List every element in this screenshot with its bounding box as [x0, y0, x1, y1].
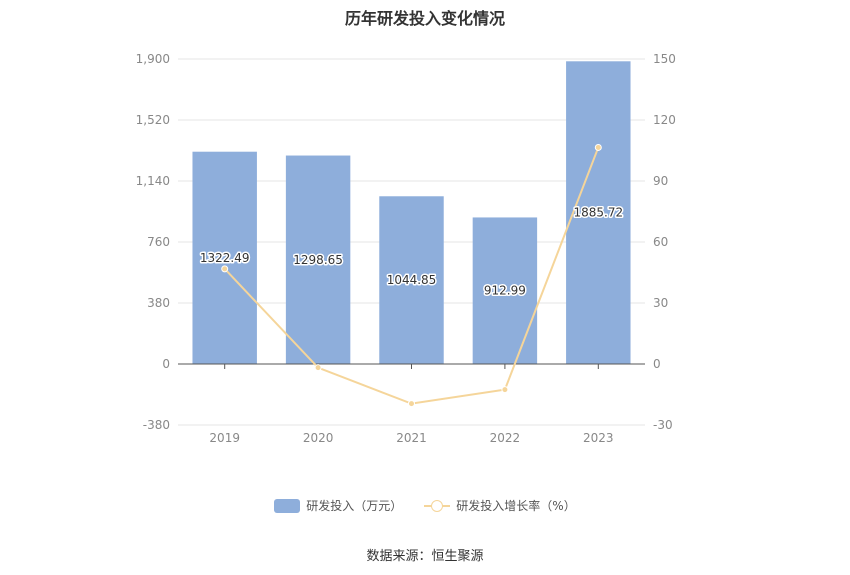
data-source: 数据来源：恒生聚源	[366, 549, 484, 564]
legend-item-line[interactable]: 研发投入增长率（%）	[424, 497, 576, 514]
right-tick-label: 90	[653, 174, 668, 188]
bar-value-label: 912.99	[484, 284, 526, 298]
left-tick-label: -380	[143, 418, 170, 432]
right-tick-label: 120	[653, 113, 676, 127]
right-tick-label: -30	[653, 418, 673, 432]
left-tick-label: 1,900	[136, 52, 170, 66]
legend-item-bar[interactable]: 研发投入（万元）	[274, 497, 402, 514]
line-series	[221, 143, 602, 408]
legend: 研发投入（万元） 研发投入增长率（%）	[0, 497, 850, 514]
growth-point	[501, 386, 509, 394]
x-tick-label: 2021	[396, 431, 427, 445]
legend-bar-label: 研发投入（万元）	[306, 499, 403, 513]
legend-bar-swatch	[274, 498, 301, 513]
right-tick-label: 60	[653, 235, 668, 249]
legend-line-label: 研发投入增长率（%）	[456, 499, 576, 513]
left-tick-label: 380	[147, 296, 170, 310]
data-labels: 1322.49 1298.65 1044.85 912.99 1885.72	[198, 204, 624, 299]
growth-point	[221, 265, 229, 273]
x-tick-label: 2023	[583, 431, 614, 445]
left-tick-label: 760	[147, 235, 170, 249]
bar-value-label: 1298.65	[293, 253, 343, 267]
x-tick-label: 2020	[303, 431, 334, 445]
bar-series	[192, 61, 631, 364]
bar	[566, 61, 631, 364]
x-axis: 2019 2020 2021 2022 2023	[178, 363, 645, 445]
bar-value-label: 1044.85	[387, 273, 437, 287]
left-tick-label: 1,520	[136, 113, 170, 127]
bar	[472, 217, 538, 364]
growth-point	[594, 143, 602, 151]
left-axis-ticks: 1,900 1,520 1,140 760 380 0 -380	[136, 52, 170, 432]
growth-point	[314, 364, 322, 372]
x-tick-label: 2022	[490, 431, 521, 445]
bar	[285, 155, 351, 364]
right-axis-ticks: 150 120 90 60 30 0 -30	[653, 52, 676, 432]
legend-line-swatch	[424, 499, 451, 513]
bar-value-label: 1322.49	[200, 251, 250, 265]
growth-point	[408, 400, 415, 408]
bar	[192, 151, 257, 364]
bar-value-label: 1885.72	[573, 206, 623, 220]
chart-title: 历年研发投入变化情况	[344, 9, 505, 28]
right-tick-label: 30	[653, 296, 668, 310]
right-tick-label: 150	[653, 52, 676, 66]
right-tick-label: 0	[653, 357, 661, 371]
left-tick-label: 1,140	[136, 174, 170, 188]
x-tick-label: 2019	[209, 431, 240, 445]
left-tick-label: 0	[162, 357, 170, 371]
bar	[379, 196, 444, 364]
